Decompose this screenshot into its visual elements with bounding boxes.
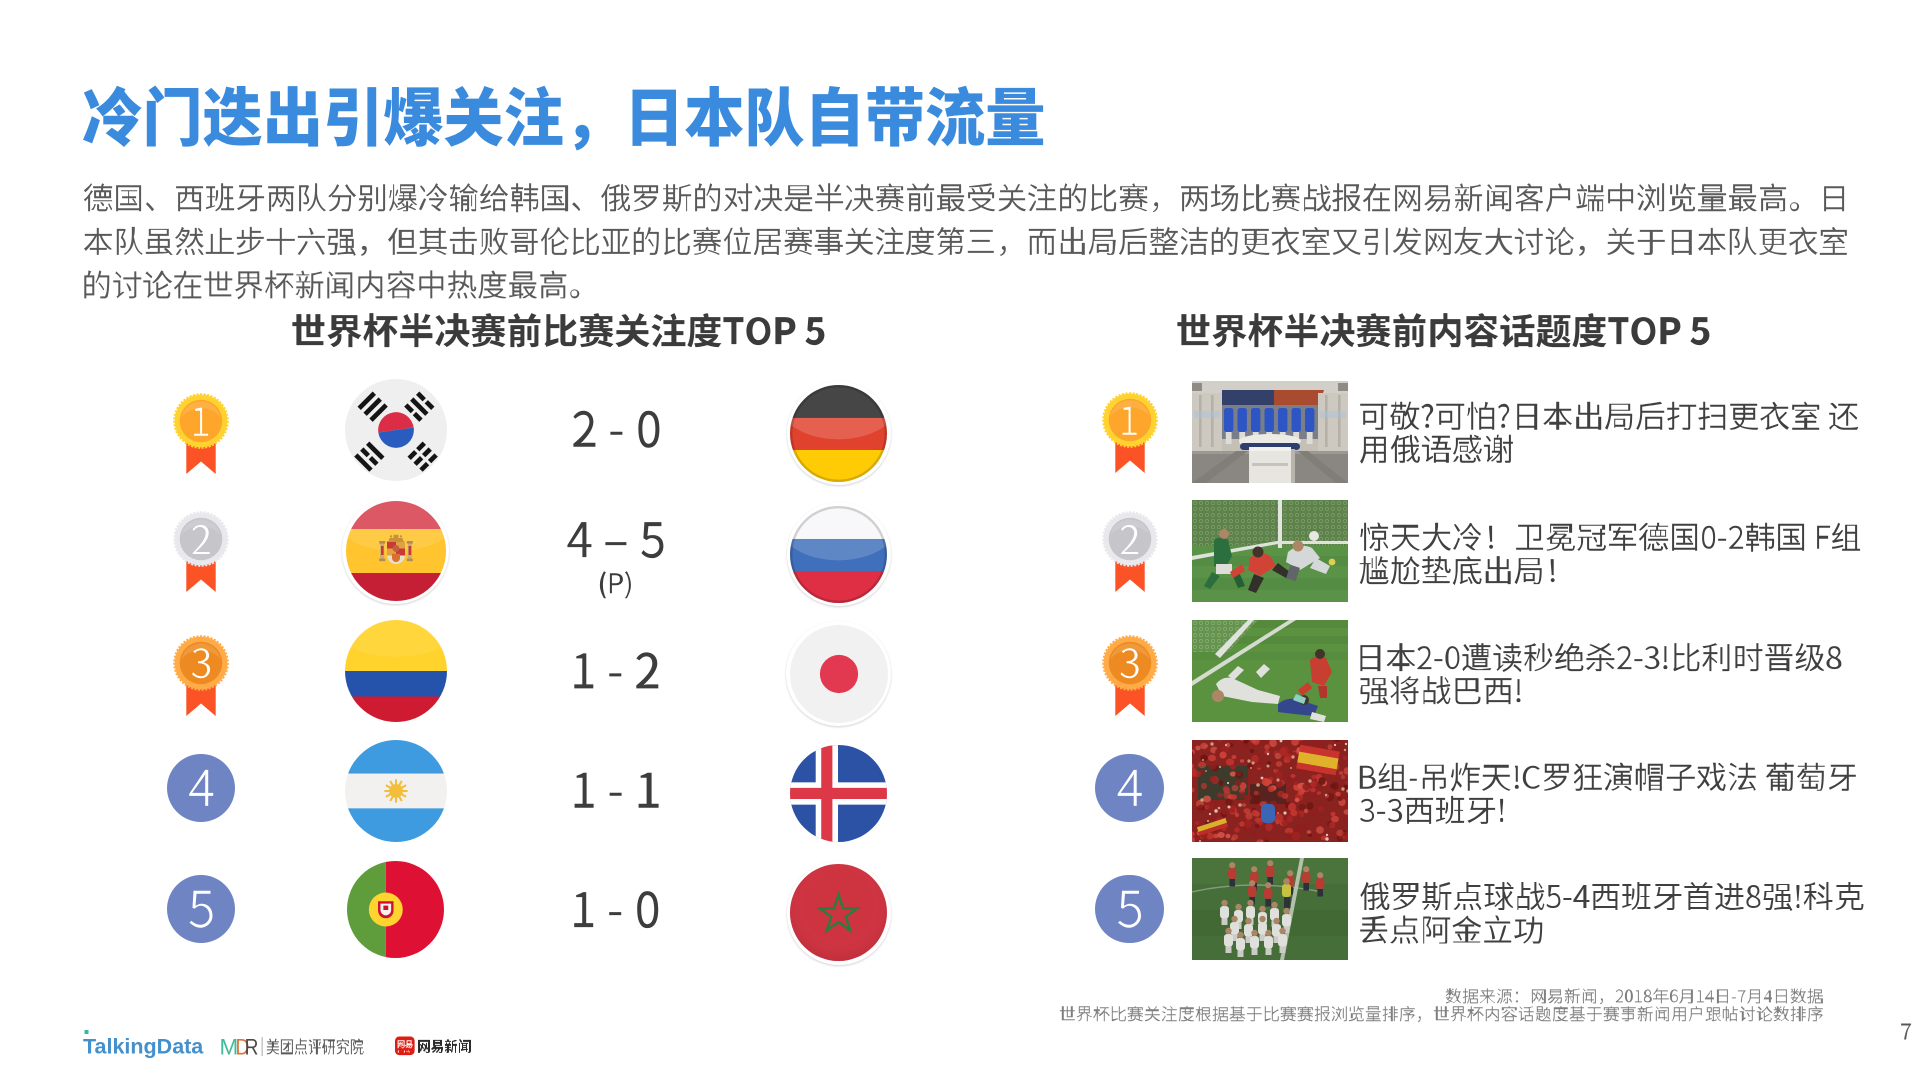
svg-text:D: D bbox=[236, 1035, 250, 1060]
svg-text:TalkingData: TalkingData bbox=[83, 1035, 204, 1059]
svg-text:M: M bbox=[220, 1035, 239, 1060]
svg-text:R: R bbox=[245, 1035, 259, 1060]
